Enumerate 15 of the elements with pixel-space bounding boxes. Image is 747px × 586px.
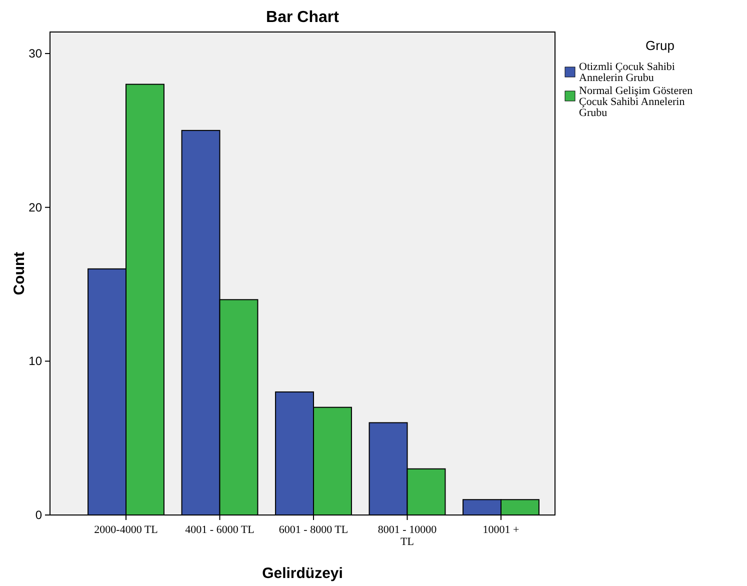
x-tick-label: 8001 - 10000 TL xyxy=(378,524,438,548)
y-axis-title: Count xyxy=(11,252,28,296)
chart-title: Bar Chart xyxy=(266,9,340,26)
x-tick-label: 4001 - 6000 TL xyxy=(185,524,255,536)
y-tick-label: 0 xyxy=(35,508,42,522)
legend-label: Otizmli Çocuk Sahibi Annelerin Grubu xyxy=(579,61,675,84)
x-tick-label: 2000-4000 TL xyxy=(94,524,158,536)
legend-title: Grup xyxy=(646,38,674,53)
x-tick-label: 10001 + xyxy=(482,524,520,536)
x-tick-label: 6001 - 8000 TL xyxy=(278,524,348,536)
y-tick-label: 20 xyxy=(28,200,42,214)
x-axis-title: Gelirdüzeyi xyxy=(262,565,343,582)
legend-label: Normal Gelişim Gösteren Çocuk Sahibi Annelerin Grubu xyxy=(579,85,694,119)
y-tick-label: 30 xyxy=(28,46,42,61)
y-tick-label: 10 xyxy=(28,354,42,368)
